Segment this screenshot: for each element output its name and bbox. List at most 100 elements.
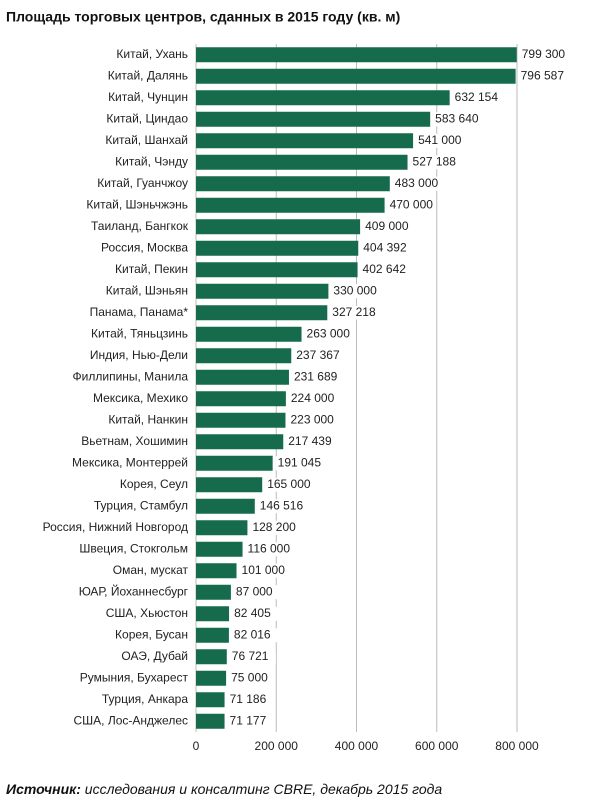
value-label: 796 587 bbox=[521, 68, 565, 82]
bar bbox=[196, 412, 286, 428]
value-label: 116 000 bbox=[248, 541, 291, 555]
value-label-bg bbox=[288, 413, 335, 428]
bar bbox=[196, 649, 227, 665]
value-label: 128 200 bbox=[252, 520, 296, 534]
value-label-bg bbox=[250, 520, 297, 535]
value-label-bg bbox=[294, 348, 341, 363]
y-tick-label: Россия, Нижний Новгород bbox=[43, 520, 188, 534]
y-tick-label: Китай, Чэнду bbox=[115, 154, 188, 168]
bar bbox=[196, 369, 289, 385]
y-tick-label: Индия, Нью-Дели bbox=[90, 348, 188, 362]
value-label-bg bbox=[229, 649, 276, 664]
bar bbox=[196, 154, 408, 170]
y-tick-label: Вьетнам, Хошимин bbox=[81, 434, 188, 448]
bar bbox=[196, 133, 414, 149]
value-label: 224 000 bbox=[291, 391, 335, 405]
bar bbox=[196, 305, 328, 321]
value-label-bg bbox=[452, 90, 499, 105]
value-label: 263 000 bbox=[307, 326, 351, 340]
value-label-bg bbox=[233, 585, 280, 600]
y-tick-label: Китай, Нанкин bbox=[108, 412, 188, 426]
value-label-bg bbox=[392, 176, 439, 191]
value-label-bg bbox=[227, 714, 274, 729]
value-label: 409 000 bbox=[365, 219, 409, 233]
y-tick-label: Турция, Стамбул bbox=[94, 498, 188, 512]
y-tick-label: США, Лос-Анджелес bbox=[74, 713, 189, 727]
value-label: 71 177 bbox=[230, 713, 267, 727]
bar bbox=[196, 348, 292, 364]
bar bbox=[196, 111, 431, 127]
bar bbox=[196, 90, 450, 106]
y-tick-label: Китай, Пекин bbox=[115, 262, 188, 276]
bar bbox=[196, 47, 517, 63]
y-tick-label: США, Хьюстон bbox=[106, 606, 188, 620]
value-label: 217 439 bbox=[288, 434, 332, 448]
value-label: 231 689 bbox=[294, 369, 338, 383]
y-tick-label: Китай, Шанхай bbox=[105, 133, 188, 147]
value-label: 799 300 bbox=[522, 47, 566, 61]
x-tick-label: 600 000 bbox=[415, 739, 459, 753]
y-tick-label: Мексика, Монтеррей bbox=[72, 455, 188, 469]
value-label: 527 188 bbox=[413, 154, 457, 168]
value-label-bg bbox=[361, 241, 408, 256]
bar bbox=[196, 197, 385, 213]
value-label-bg bbox=[231, 628, 278, 643]
value-label: 76 721 bbox=[232, 649, 269, 663]
bar bbox=[196, 606, 230, 622]
value-label: 327 218 bbox=[332, 305, 376, 319]
value-label: 223 000 bbox=[290, 412, 334, 426]
value-label: 165 000 bbox=[267, 477, 311, 491]
source-label: Источник: bbox=[6, 781, 81, 797]
value-label: 71 186 bbox=[230, 692, 267, 706]
value-label: 404 392 bbox=[363, 240, 407, 254]
value-label-bg bbox=[416, 133, 463, 148]
bar bbox=[196, 627, 229, 643]
x-tick-label: 400 000 bbox=[335, 739, 379, 753]
y-tick-label: Китай, Чунцин bbox=[108, 90, 188, 104]
bar bbox=[196, 713, 225, 729]
value-label: 483 000 bbox=[395, 176, 439, 190]
y-tick-label: Китай, Шэньян bbox=[106, 283, 188, 297]
value-label: 470 000 bbox=[390, 197, 434, 211]
value-label-bg bbox=[519, 47, 566, 62]
y-tick-label: ОАЭ, Дубай bbox=[121, 649, 188, 663]
value-label-bg bbox=[232, 606, 279, 621]
value-label: 632 154 bbox=[455, 90, 499, 104]
bar bbox=[196, 477, 263, 493]
value-label: 541 000 bbox=[418, 133, 462, 147]
value-label-bg bbox=[286, 434, 333, 449]
y-tick-label: Румыния, Бухарест bbox=[80, 670, 189, 684]
value-label-bg bbox=[229, 671, 276, 686]
y-tick-label: Китай, Ухань bbox=[116, 47, 188, 61]
value-label-bg bbox=[304, 327, 351, 342]
value-label: 82 016 bbox=[234, 627, 271, 641]
value-label-bg bbox=[518, 69, 565, 84]
y-tick-label: Китай, Далянь bbox=[108, 68, 188, 82]
value-label: 330 000 bbox=[333, 283, 377, 297]
y-tick-label: Турция, Анкара bbox=[102, 692, 188, 706]
y-tick-label: Корея, Бусан bbox=[115, 627, 188, 641]
value-label-bg bbox=[245, 542, 292, 557]
chart-title: Площадь торговых центров, сданных в 2015… bbox=[6, 9, 400, 25]
value-label-bg bbox=[387, 198, 434, 213]
value-label: 237 367 bbox=[296, 348, 340, 362]
x-tick-label: 200 000 bbox=[255, 739, 299, 753]
y-tick-label: ЮАР, Йоханнесбург bbox=[79, 583, 189, 598]
source-text: исследования и консалтинг CBRE, декабрь … bbox=[85, 781, 443, 797]
value-label-bg bbox=[227, 692, 274, 707]
bar bbox=[196, 176, 390, 192]
value-label-bg bbox=[291, 370, 338, 385]
value-label-bg bbox=[257, 499, 304, 514]
y-tick-label: Китай, Тяньцзинь bbox=[91, 326, 188, 340]
bar bbox=[196, 692, 225, 708]
value-label: 87 000 bbox=[236, 584, 273, 598]
y-tick-label: Мексика, Мехико bbox=[93, 391, 188, 405]
y-tick-label: Швеция, Стокгольм bbox=[79, 541, 188, 555]
bar bbox=[196, 434, 284, 450]
bar bbox=[196, 455, 273, 471]
value-label: 82 405 bbox=[234, 606, 271, 620]
value-label-bg bbox=[288, 391, 335, 406]
value-label-bg bbox=[433, 112, 480, 127]
y-tick-label: Филлипины, Манила bbox=[73, 369, 189, 383]
y-tick-label: Корея, Сеул bbox=[120, 477, 188, 491]
